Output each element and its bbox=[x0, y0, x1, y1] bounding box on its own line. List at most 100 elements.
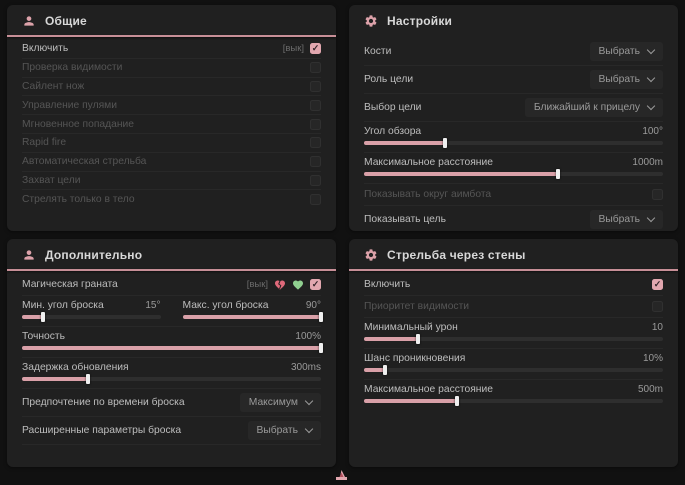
panel-additional: Дополнительно Магическая граната [вык] ✓ bbox=[7, 239, 336, 467]
silent-knife-checkbox[interactable] bbox=[310, 80, 321, 92]
max-throw-angle: Макс. угол броска 90° bbox=[182, 300, 323, 322]
target-role-select[interactable]: Выбрать bbox=[589, 70, 663, 89]
slider-value: 300ms bbox=[290, 362, 321, 373]
instant-hit-checkbox[interactable] bbox=[310, 118, 321, 130]
bones-select[interactable]: Выбрать bbox=[589, 42, 663, 61]
row-label: Кости bbox=[364, 46, 392, 57]
select-value: Выбрать bbox=[256, 425, 298, 436]
slider-thumb[interactable] bbox=[85, 374, 90, 384]
slider-value: 500m bbox=[637, 384, 663, 395]
row-label: Rapid fire bbox=[22, 137, 67, 149]
bullet-control-checkbox[interactable] bbox=[310, 99, 321, 111]
throw-time-pref-select[interactable]: Максимум bbox=[239, 393, 321, 412]
row-visibility-priority: Приоритет видимости bbox=[364, 296, 663, 318]
panel-title: Дополнительно bbox=[45, 248, 143, 262]
slider-thumb[interactable] bbox=[556, 169, 561, 179]
slider-thumb[interactable] bbox=[415, 334, 420, 344]
max-throw-angle-slider[interactable] bbox=[182, 312, 323, 322]
enable-checkbox[interactable]: ✓ bbox=[310, 43, 321, 55]
gear-icon bbox=[364, 14, 378, 28]
person-icon bbox=[22, 14, 36, 28]
panel-wallbang: Стрельба через стены Включить ✓ Приорите… bbox=[349, 239, 678, 467]
menu-grid: Общие Включить [вык] ✓ Проверка видимост… bbox=[7, 5, 678, 471]
panel-title: Общие bbox=[45, 14, 87, 28]
wallbang-enable-checkbox[interactable]: ✓ bbox=[652, 279, 663, 290]
fov-slider[interactable] bbox=[364, 138, 663, 148]
panel-divider bbox=[7, 269, 336, 271]
min-throw-angle-slider[interactable] bbox=[22, 312, 161, 322]
row-label: Магическая граната bbox=[22, 279, 118, 290]
row-enable: Включить [вык] ✓ bbox=[22, 40, 321, 59]
show-target-select[interactable]: Выбрать bbox=[589, 210, 663, 229]
row-magic-grenade: Магическая граната [вык] ✓ bbox=[22, 274, 321, 296]
magic-grenade-checkbox[interactable]: ✓ bbox=[310, 279, 321, 290]
visibility-check-checkbox[interactable] bbox=[310, 62, 321, 74]
row-wallbang-max-distance: Максимальное расстояние 500m bbox=[364, 380, 663, 410]
slider-thumb[interactable] bbox=[442, 138, 447, 148]
row-auto-fire: Автоматическая стрельба bbox=[22, 153, 321, 172]
wallbang-max-distance-slider[interactable] bbox=[364, 396, 663, 406]
row-label: Точность bbox=[22, 331, 65, 342]
row-rapid-fire: Rapid fire bbox=[22, 134, 321, 153]
row-label: Включить bbox=[22, 43, 69, 55]
panel-general-header: Общие bbox=[7, 5, 336, 35]
heart-icon[interactable] bbox=[292, 279, 304, 291]
panel-divider bbox=[349, 269, 678, 271]
panel-additional-header: Дополнительно bbox=[7, 239, 336, 269]
min-damage-slider[interactable] bbox=[364, 334, 663, 344]
row-label: Приоритет видимости bbox=[364, 301, 470, 312]
accuracy-slider[interactable] bbox=[22, 343, 323, 353]
broken-heart-icon[interactable] bbox=[274, 279, 286, 291]
chevron-down-icon bbox=[646, 213, 656, 223]
select-value: Выбрать bbox=[598, 214, 640, 225]
row-label: Максимальное расстояние bbox=[364, 157, 493, 168]
slider-thumb[interactable] bbox=[40, 312, 45, 322]
update-delay-slider[interactable] bbox=[22, 374, 321, 384]
chevron-down-icon bbox=[646, 73, 656, 83]
row-instant-hit: Мгновенное попадание bbox=[22, 115, 321, 134]
row-target-choice: Выбор цели Ближайший к прицелу bbox=[364, 94, 663, 122]
slider-value: 100% bbox=[295, 331, 321, 342]
chevron-down-icon bbox=[646, 45, 656, 55]
row-advanced-throw-params: Расширенные параметры броска Выбрать bbox=[22, 417, 321, 445]
slider-thumb[interactable] bbox=[319, 312, 323, 322]
row-label: Включить bbox=[364, 279, 411, 290]
slider-value: 10% bbox=[642, 353, 663, 364]
slider-value: 100° bbox=[642, 126, 663, 137]
auto-fire-checkbox[interactable] bbox=[310, 156, 321, 168]
row-wallbang-enable: Включить ✓ bbox=[364, 274, 663, 296]
row-label: Показывать цель bbox=[364, 214, 446, 225]
slider-thumb[interactable] bbox=[454, 396, 459, 406]
max-distance-slider[interactable] bbox=[364, 169, 663, 179]
panel-divider bbox=[7, 35, 336, 37]
body-only-checkbox[interactable] bbox=[310, 194, 321, 206]
row-label: Угол обзора bbox=[364, 126, 422, 137]
row-label: Шанс проникновения bbox=[364, 353, 466, 364]
row-label: Захват цели bbox=[22, 174, 81, 186]
advanced-throw-params-select[interactable]: Выбрать bbox=[247, 421, 321, 440]
slider-thumb[interactable] bbox=[319, 343, 323, 353]
rapid-fire-checkbox[interactable] bbox=[310, 137, 321, 149]
row-accuracy: Точность 100% bbox=[22, 327, 323, 358]
row-label: Сайлент нож bbox=[22, 80, 85, 92]
penetration-chance-slider[interactable] bbox=[364, 365, 663, 375]
row-show-target: Показывать цель Выбрать bbox=[364, 206, 663, 231]
target-lock-checkbox[interactable] bbox=[310, 174, 321, 186]
keybind-badge: [вык] bbox=[282, 43, 304, 55]
chevron-down-icon bbox=[304, 424, 314, 434]
row-label: Стрелять только в тело bbox=[22, 194, 135, 206]
row-target-role: Роль цели Выбрать bbox=[364, 66, 663, 94]
row-body-only: Стрелять только в тело bbox=[22, 190, 321, 209]
target-choice-select[interactable]: Ближайший к прицелу bbox=[524, 98, 663, 117]
row-label: Расширенные параметры броска bbox=[22, 425, 182, 436]
row-max-distance: Максимальное расстояние 1000m bbox=[364, 153, 663, 184]
visibility-priority-checkbox[interactable] bbox=[652, 301, 663, 312]
show-aimbot-circle-checkbox[interactable] bbox=[652, 189, 663, 200]
row-label: Минимальный урон bbox=[364, 322, 458, 333]
slider-thumb[interactable] bbox=[382, 365, 387, 375]
row-label: Задержка обновления bbox=[22, 362, 129, 373]
select-value: Выбрать bbox=[598, 74, 640, 85]
select-value: Выбрать bbox=[598, 46, 640, 57]
chevron-down-icon bbox=[304, 396, 314, 406]
person-icon bbox=[22, 248, 36, 262]
